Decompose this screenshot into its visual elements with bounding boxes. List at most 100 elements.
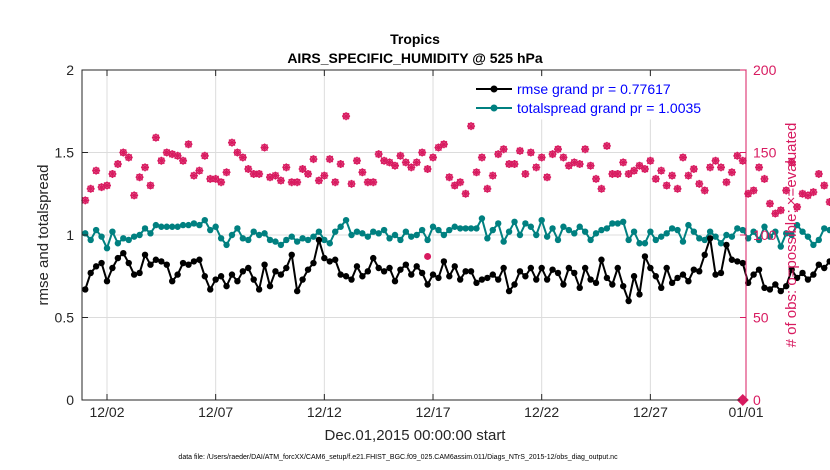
obs-evaluated-point	[342, 112, 351, 121]
rmse-point	[565, 264, 573, 272]
totalspread-point	[277, 241, 285, 249]
totalspread-point	[451, 223, 458, 230]
totalspread-point	[587, 236, 594, 244]
rmse-point	[701, 251, 708, 258]
totalspread-point	[190, 220, 198, 227]
obs-evaluated-point	[592, 174, 601, 183]
rmse-point	[533, 276, 540, 283]
rmse-point	[435, 274, 442, 282]
obs-evaluated-point	[760, 174, 769, 183]
obs-evaluated-point	[564, 161, 573, 170]
obs-evaluated-point	[173, 151, 182, 160]
totalspread-point	[701, 236, 708, 244]
totalspread-point	[130, 233, 138, 240]
totalspread-point	[87, 236, 94, 244]
rmse-point	[380, 268, 388, 275]
obs-evaluated-point	[423, 165, 432, 173]
totalspread-point	[152, 221, 160, 229]
footnote: data file: /Users/raeder/DAI/ATM_forcXX/…	[178, 454, 618, 461]
totalspread-point	[821, 225, 828, 232]
totalspread-point	[766, 233, 774, 240]
totalspread-point	[136, 231, 143, 239]
obs-evaluated-point	[86, 184, 95, 193]
rmse-point	[587, 276, 594, 283]
rmse-point	[462, 268, 469, 275]
obs-evaluated-point	[814, 169, 823, 178]
rmse-point	[728, 256, 736, 263]
obs-evaluated-point	[608, 169, 617, 178]
y-axis-label: rmse and totalspread	[35, 165, 52, 306]
rmse-point	[217, 273, 225, 280]
obs-evaluated-point	[744, 189, 753, 198]
obs-evaluated-point	[347, 179, 356, 188]
totalspread-point	[685, 221, 692, 229]
obs-evaluated-point	[543, 173, 552, 182]
rmse-point	[576, 284, 583, 291]
totalspread-point	[359, 230, 366, 237]
x-tick-label: 12/12	[307, 404, 342, 420]
totalspread-point	[478, 215, 486, 222]
obs-evaluated-point	[200, 151, 209, 160]
rmse-point	[614, 264, 621, 272]
obs-evaluated-point	[793, 202, 802, 211]
totalspread-point	[418, 226, 426, 234]
rmse-point	[467, 268, 475, 275]
rmse-point	[473, 279, 480, 287]
totalspread-point	[435, 226, 442, 234]
obs-evaluated-point	[271, 171, 280, 180]
obs-evaluated-point	[537, 153, 546, 162]
totalspread-point	[647, 228, 654, 235]
obs-evaluated-point	[380, 156, 389, 165]
obs-evaluated-point	[249, 169, 258, 178]
obs-evaluated-point	[81, 196, 90, 205]
obs-evaluated-point	[651, 174, 660, 183]
obs-evaluated-point	[646, 156, 655, 165]
legend-box	[471, 76, 743, 120]
totalspread-point	[549, 225, 556, 232]
totalspread-point	[212, 223, 219, 230]
totalspread-point	[120, 235, 127, 242]
obs-evaluated-point	[771, 209, 780, 218]
rmse-point	[158, 258, 165, 265]
obs-evaluated-point	[363, 178, 372, 187]
totalspread-point	[484, 235, 491, 242]
rmse-point	[98, 259, 105, 267]
totalspread-point	[304, 236, 312, 244]
legend-label-totalspread: totalspread grand pr = 1.0035	[517, 100, 701, 116]
totalspread-point	[739, 226, 746, 234]
rmse-point	[641, 253, 649, 260]
rmse-point	[272, 268, 279, 275]
rmse-point	[130, 271, 138, 278]
obs-evaluated-point	[678, 153, 687, 162]
totalspread-point	[283, 236, 290, 244]
rmse-point	[489, 271, 496, 278]
totalspread-point	[125, 236, 132, 244]
obs-evaluated-point	[222, 168, 231, 177]
obs-evaluated-point	[755, 163, 764, 172]
obs-evaluated-point	[195, 166, 204, 175]
obs-evaluated-point	[515, 146, 524, 155]
obs-evaluated-point	[320, 171, 329, 180]
legend-marker-rmse	[490, 85, 498, 93]
obs-evaluated-point	[684, 171, 693, 180]
rmse-point	[549, 266, 556, 273]
obs-evaluated-point	[217, 178, 226, 187]
rmse-point	[418, 269, 426, 277]
totalspread-point	[413, 231, 420, 239]
totalspread-point	[772, 228, 779, 235]
obs-evaluated-point	[619, 158, 628, 167]
x-tick-label: 12/27	[633, 404, 668, 420]
obs-evaluated-point	[570, 158, 579, 167]
totalspread-point	[799, 228, 806, 235]
obs-evaluated-point	[668, 171, 677, 180]
rmse-point	[647, 264, 654, 272]
obs-evaluated-point	[553, 145, 562, 154]
rmse-point	[397, 266, 404, 273]
totalspread-point	[810, 241, 817, 249]
totalspread-point	[397, 236, 404, 244]
rmse-point	[772, 281, 779, 288]
obs-evaluated-point	[717, 163, 726, 172]
rmse-point	[658, 284, 665, 291]
obs-evaluated-point	[521, 169, 530, 178]
obs-evaluated-point	[336, 160, 345, 169]
